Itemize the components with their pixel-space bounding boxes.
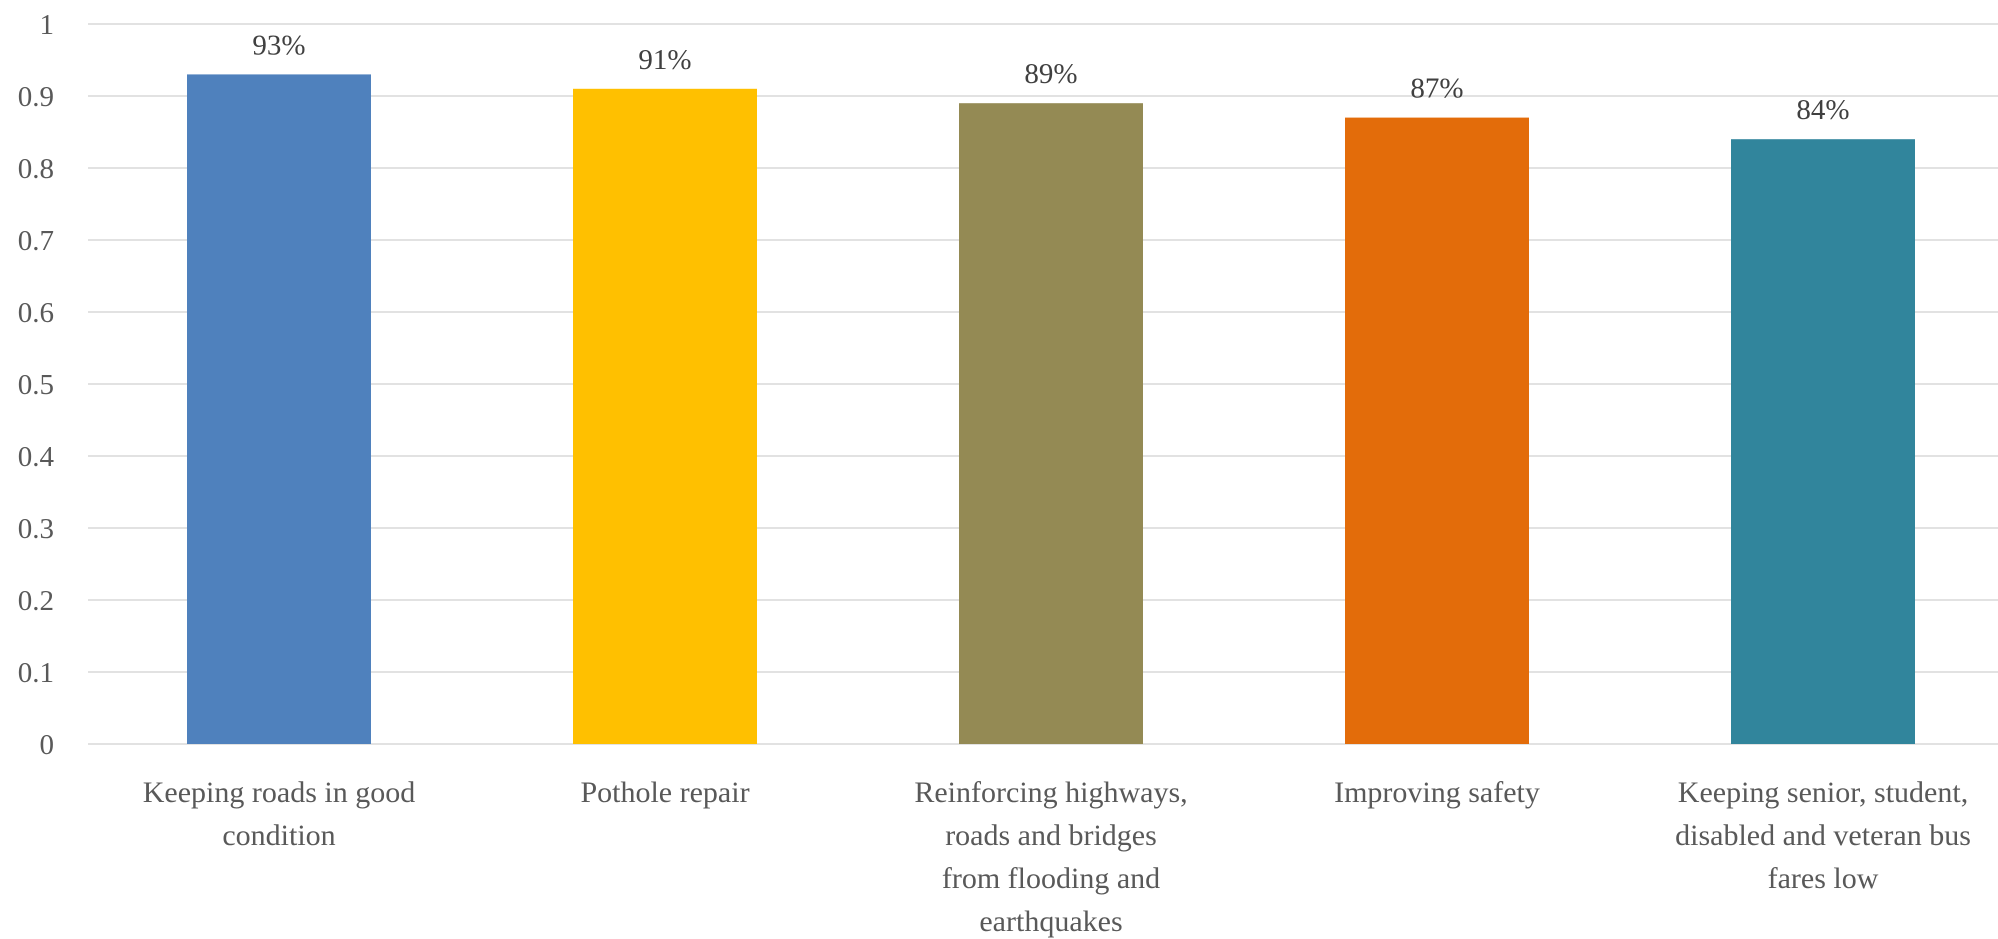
y-tick-label: 0.1	[18, 657, 54, 689]
x-category-label-line: from flooding and	[942, 862, 1160, 895]
x-category-label-line: Keeping senior, student,	[1678, 776, 1968, 809]
y-tick-label: 0.9	[18, 81, 54, 113]
bar	[959, 103, 1143, 744]
data-label: 84%	[1796, 94, 1849, 126]
bars	[187, 74, 1915, 745]
x-category-label-line: Reinforcing highways,	[914, 776, 1187, 809]
bar	[573, 88, 757, 745]
data-label: 89%	[1024, 58, 1077, 90]
y-tick-label: 0.5	[18, 369, 54, 401]
y-tick-label: 1	[40, 9, 55, 41]
x-category-label: Keeping senior, student, disabled and vet…	[1675, 776, 1971, 895]
data-label: 87%	[1410, 73, 1463, 105]
data-label: 93%	[252, 29, 305, 61]
x-category-label: Keeping roads in good condition	[143, 776, 415, 852]
y-tick-label: 0.6	[18, 297, 54, 329]
x-category-label: Reinforcing highways, roads and bridges fr…	[914, 776, 1187, 938]
y-axis-tick-labels: 0 0.1 0.2 0.3 0.4 0.5 0.6 0.7 0.8 0.9 1	[18, 9, 55, 761]
x-category-label-line: Pothole repair	[580, 776, 749, 809]
x-category-label-line: condition	[222, 819, 335, 852]
y-tick-label: 0.2	[18, 585, 54, 617]
x-category-label-line: disabled and veteran bus	[1675, 819, 1971, 852]
x-category-label: Improving safety	[1334, 776, 1540, 809]
y-tick-label: 0.3	[18, 513, 54, 545]
x-axis-category-labels: Keeping roads in good condition Pothole re…	[143, 776, 1971, 938]
x-category-label-line: roads and bridges	[945, 819, 1157, 852]
x-category-label-line: fares low	[1768, 862, 1879, 895]
data-labels: 93% 91% 89% 87% 84%	[252, 29, 1849, 126]
bar	[1731, 139, 1915, 744]
y-tick-label: 0.4	[18, 441, 55, 473]
x-category-label: Pothole repair	[580, 776, 749, 809]
y-tick-label: 0.8	[18, 153, 54, 185]
x-category-label-line: earthquakes	[979, 905, 1122, 938]
y-tick-label: 0	[40, 729, 55, 761]
bar	[187, 74, 371, 744]
x-category-label-line: Keeping roads in good	[143, 776, 415, 809]
data-label: 91%	[638, 44, 691, 76]
bar	[1345, 117, 1529, 745]
y-tick-label: 0.7	[18, 225, 54, 257]
x-category-label-line: Improving safety	[1334, 776, 1540, 809]
